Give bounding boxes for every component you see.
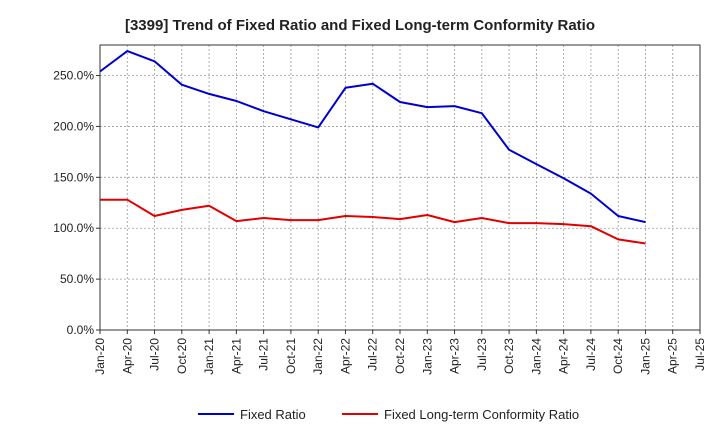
x-tick-label: Apr-23 <box>448 338 462 374</box>
series-line-fixed-long-term-conformity-ratio <box>100 198 646 245</box>
x-tick-label: Oct-21 <box>284 338 298 374</box>
x-tick-label: Jul-22 <box>366 338 380 371</box>
x-tick-label: Jan-25 <box>638 338 652 375</box>
x-tick-label: Jul-25 <box>693 338 707 371</box>
y-tick-label: 50.0% <box>60 272 94 286</box>
chart-title: [3399] Trend of Fixed Ratio and Fixed Lo… <box>125 17 595 34</box>
series-lines <box>99 50 646 245</box>
x-tick-label: Jul-20 <box>148 338 162 371</box>
x-tick-label: Oct-23 <box>502 338 516 374</box>
plot-frame <box>99 44 701 331</box>
x-tick-label: Jul-24 <box>584 338 598 371</box>
x-tick-label: Apr-21 <box>229 338 243 374</box>
x-tick-label: Jul-23 <box>475 338 489 371</box>
x-tick-label: Jan-23 <box>420 338 434 375</box>
x-tick-label: Oct-24 <box>611 338 625 374</box>
x-axis-tick-labels: Jan-20 Apr-20 Jul-20 Oct-20 Jan-21 Apr-21 Jul-… <box>93 338 707 375</box>
x-tick-label: Jul-21 <box>257 338 271 371</box>
x-tick-label: Oct-22 <box>393 338 407 374</box>
y-tick-label: 100.0% <box>53 221 94 235</box>
x-tick-label: Apr-20 <box>120 338 134 374</box>
x-tick-label: Oct-20 <box>175 338 189 374</box>
x-tick-label: Jan-24 <box>529 338 543 375</box>
x-tick-label: Apr-24 <box>557 338 571 374</box>
x-tick-label: Apr-25 <box>666 338 680 374</box>
legend-label: Fixed Ratio <box>240 407 306 422</box>
y-tick-label: 200.0% <box>53 119 94 133</box>
x-tick-label: Jan-22 <box>311 338 325 375</box>
x-tick-label: Jan-21 <box>202 338 216 375</box>
y-axis-tick-labels: 0.0% 50.0% 100.0% 150.0% 200.0% 250.0% <box>53 69 94 337</box>
y-tick-label: 0.0% <box>67 323 95 337</box>
x-tick-label: Apr-22 <box>338 338 352 374</box>
y-tick-label: 250.0% <box>53 69 94 83</box>
legend-label: Fixed Long-term Conformity Ratio <box>384 407 579 422</box>
series-line-fixed-ratio <box>99 50 646 224</box>
grid-lines <box>96 45 701 334</box>
y-tick-label: 150.0% <box>53 170 94 184</box>
legend: Fixed Ratio Fixed Long-term Conformity Ra… <box>198 407 579 422</box>
x-tick-label: Jan-20 <box>93 338 107 375</box>
